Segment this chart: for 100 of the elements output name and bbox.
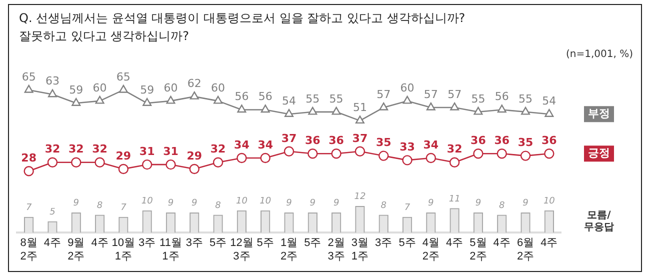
point [426, 102, 436, 110]
data-label: 54 [282, 94, 296, 108]
data-label: 60 [92, 81, 107, 94]
data-label: 9 [286, 198, 292, 209]
data-label: 55 [471, 92, 486, 106]
data-label: 9 [522, 198, 529, 209]
data-label: 10 [141, 196, 154, 206]
text: 부정 [588, 106, 610, 120]
point [308, 106, 318, 115]
point [331, 148, 342, 159]
x-tick-label: 9월 2주 [68, 237, 85, 262]
point [544, 148, 554, 159]
point [71, 157, 82, 168]
data-label: 32 [446, 142, 462, 156]
data-label: 65 [22, 70, 36, 84]
x-tick-label: 4주 [540, 237, 558, 250]
data-label: 9 [192, 198, 198, 209]
point [189, 164, 200, 174]
data-label: 62 [187, 76, 202, 90]
x-tick-label: 4주 [44, 237, 62, 250]
data-label: 9 [333, 198, 340, 209]
point [24, 84, 34, 93]
data-label: 33 [400, 140, 415, 154]
point [354, 146, 366, 157]
chart-title: Q. 선생님께서는 윤석열 대통령이 대통령으로서 일을 잘하고 있다고 생각하십니까? 잘못하고 있다고 생각하십니까? [19, 10, 466, 45]
data-label: 60 [400, 81, 414, 94]
x-tick-label: 5주 [209, 237, 227, 250]
data-label: 9 [475, 198, 482, 209]
point [94, 157, 105, 168]
data-label: 51 [352, 101, 367, 114]
point [284, 146, 294, 157]
data-label: 36 [304, 134, 321, 147]
text: (n=1,001, %) [566, 49, 633, 60]
point [402, 155, 412, 166]
data-label: 60 [164, 81, 178, 94]
data-label: 9 [73, 198, 80, 209]
point [214, 96, 223, 104]
data-label: 34 [258, 138, 274, 152]
x-tick-label: 5주 [398, 237, 416, 250]
point [497, 104, 506, 113]
data-label: 37 [281, 132, 297, 145]
data-label: 56 [258, 90, 272, 104]
x-tick-label: 4주 [91, 237, 108, 250]
data-label: 59 [69, 83, 84, 96]
point [308, 148, 318, 159]
data-label: 9 [168, 198, 174, 209]
data-label: 8 [96, 200, 103, 211]
data-label: 55 [329, 92, 344, 106]
text: 모름/ 무응답 [584, 210, 614, 234]
x-tick-label: 1월 2주 [280, 237, 298, 262]
x-tick-label: 2월 3주 [328, 237, 345, 262]
x-tick-label: 4주 [446, 237, 464, 250]
data-label: 7 [120, 203, 127, 214]
data-label: 37 [352, 132, 368, 145]
data-label: 10 [543, 196, 556, 206]
data-label: 60 [211, 81, 226, 94]
data-label: 55 [518, 92, 533, 106]
data-label: 31 [163, 144, 178, 158]
data-label: 5 [50, 207, 56, 218]
data-label: 29 [116, 149, 132, 162]
point [332, 106, 341, 115]
data-label: 9 [428, 198, 434, 209]
point [544, 109, 554, 117]
data-label: 8 [499, 200, 505, 211]
data-label: 32 [210, 142, 226, 156]
point [47, 157, 58, 168]
point [142, 159, 152, 170]
point [521, 106, 530, 115]
x-tick-label: 5월 2주 [470, 237, 487, 262]
point [212, 157, 224, 168]
point [48, 89, 57, 98]
x-tick-label: 4주 [493, 237, 510, 250]
data-label: 10 [260, 196, 272, 206]
data-label: 56 [234, 90, 249, 104]
data-label: 57 [424, 88, 438, 101]
point [474, 106, 483, 115]
x-tick-label: 5주 [304, 237, 322, 250]
point [95, 96, 104, 104]
point [237, 104, 246, 113]
x-tick-label: 3주 [186, 237, 203, 250]
point [260, 104, 270, 113]
x-tick-label: 5주 [256, 237, 274, 250]
point [450, 102, 460, 110]
x-tick-label: 6월 2주 [516, 237, 534, 262]
point [284, 109, 294, 117]
point [118, 164, 129, 174]
data-label: 63 [45, 74, 60, 88]
point [236, 152, 247, 164]
data-label: 36 [494, 134, 510, 147]
point [496, 148, 507, 159]
point [190, 91, 199, 100]
x-tick-label: 3주 [138, 237, 156, 250]
data-label: 8 [380, 200, 387, 211]
data-label: 36 [328, 134, 344, 147]
data-label: 34 [423, 138, 439, 152]
point [260, 152, 270, 164]
point [118, 84, 128, 93]
point [520, 150, 531, 161]
data-label: 57 [376, 88, 391, 101]
point [449, 157, 460, 168]
